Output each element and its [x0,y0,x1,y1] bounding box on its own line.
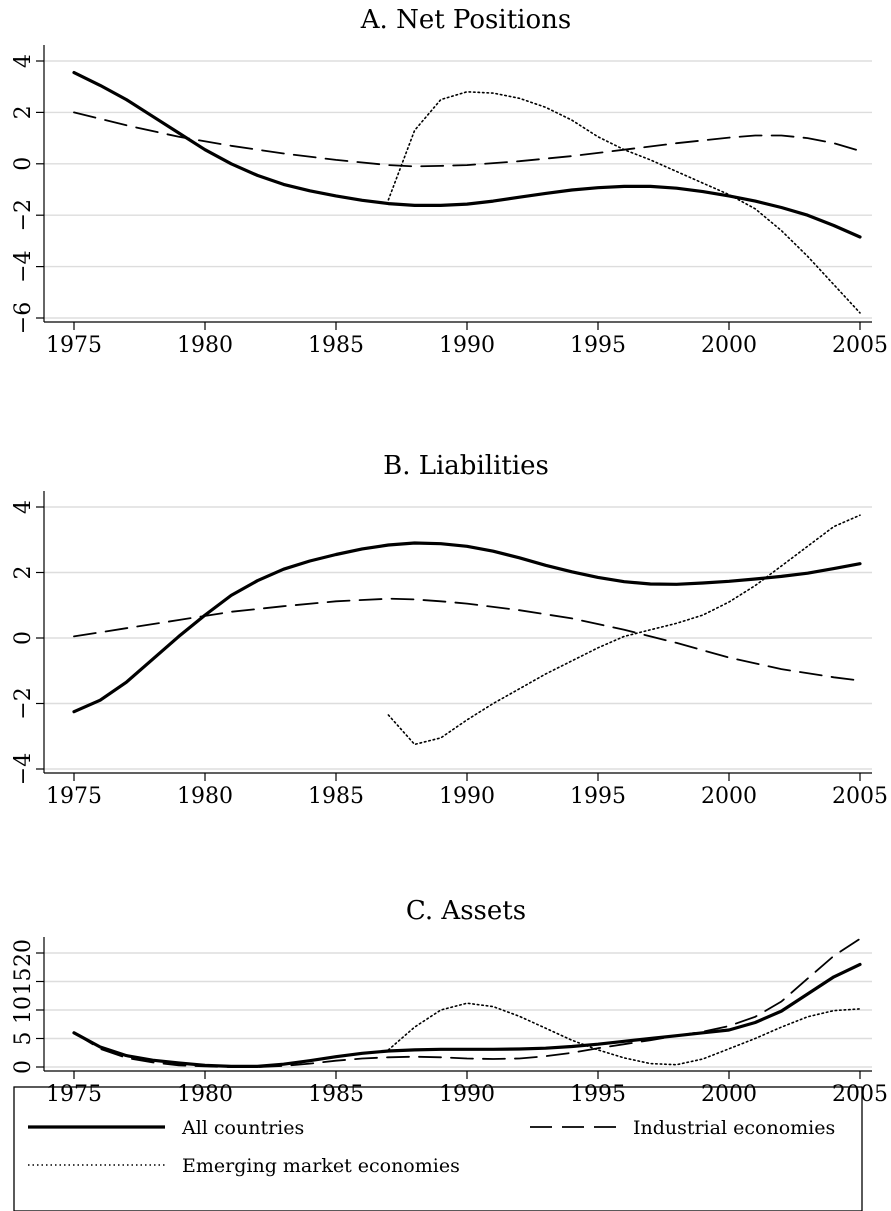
x-tick-label: 1975 [46,1082,102,1107]
x-tick-label: 1980 [177,333,233,358]
y-tick-label: 2 [11,105,36,119]
series-line-industrial [73,937,861,1068]
x-tick-label: 1985 [308,784,364,809]
x-tick-label: 1975 [46,333,102,358]
x-tick-label: 1995 [570,1082,626,1107]
panel-title: C. Assets [406,896,526,926]
x-tick-label: 1995 [570,333,626,358]
panel-title: B. Liabilities [383,451,549,481]
panel-2: B. Liabilities −4 −2 0 2 4 1975 1980 1985 1990 199… [11,451,888,809]
y-tick-label: −6 [11,302,36,334]
legend-label-industrial: Industrial economies [633,1117,835,1139]
y-tick-label: 20 [11,939,36,967]
x-tick-label: 1980 [177,1082,233,1107]
x-tick-label: 2000 [701,784,757,809]
x-tick-label: 1990 [439,1082,495,1107]
y-tick-label: −4 [11,250,36,282]
x-tick-label: 1985 [308,333,364,358]
y-tick-label: 0 [11,1060,36,1074]
legend-label-emerging: Emerging market economies [182,1155,460,1177]
panel-title: A. Net Positions [360,5,571,35]
y-tick-label: 0 [11,631,36,645]
y-tick-label: 15 [11,968,36,996]
x-tick-label: 1985 [308,1082,364,1107]
series-line-emerging [387,514,861,746]
y-tick-label: 5 [11,1032,36,1046]
series-line-all [72,962,862,1069]
series-line-all [72,541,862,714]
series-line-emerging [387,91,861,314]
x-tick-label: 1990 [439,784,495,809]
x-tick-label: 1995 [570,784,626,809]
panel-1: A. Net Positions −6 −4 −2 0 2 4 1975 1980 1985 199… [11,5,888,358]
chart-panels: A. Net Positions −6 −4 −2 0 2 4 1975 1980 1985 199… [11,5,888,1107]
series-line-industrial [73,597,861,682]
y-tick-label: −2 [11,687,36,719]
y-tick-label: 0 [11,157,36,171]
x-tick-label: 2005 [832,1082,888,1107]
y-tick-label: −2 [11,199,36,231]
x-tick-label: 2005 [832,784,888,809]
x-tick-label: 2000 [701,1082,757,1107]
x-tick-label: 2005 [832,333,888,358]
legend-box [13,1086,863,1211]
series-line-all [72,70,862,239]
x-tick-label: 1980 [177,784,233,809]
y-tick-label: 2 [11,566,36,580]
series-line-emerging [387,1002,861,1066]
y-tick-label: −4 [11,753,36,785]
legend-label-all: All countries [181,1117,304,1139]
x-tick-label: 1975 [46,784,102,809]
y-tick-label: 4 [11,54,36,68]
x-tick-label: 2000 [701,333,757,358]
chart-legend: All countries Industrial economies Emergin… [13,1086,863,1211]
y-tick-label: 10 [11,996,36,1024]
series-line-industrial [73,111,861,168]
x-tick-label: 1990 [439,333,495,358]
y-tick-label: 4 [11,500,36,514]
